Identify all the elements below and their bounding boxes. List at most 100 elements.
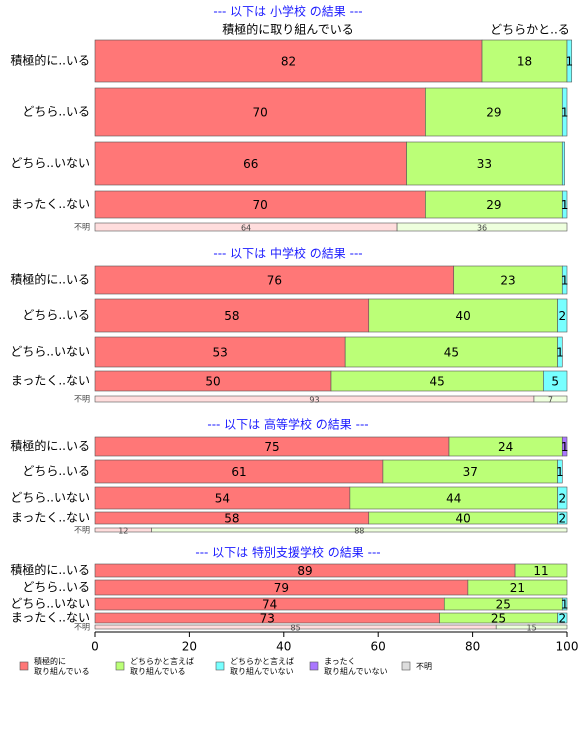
column-header: 積極的に取り組んでいる	[222, 22, 353, 37]
bar-segment	[561, 597, 568, 611]
bar-segment	[557, 511, 568, 525]
bar-segment	[94, 39, 483, 83]
x-tick-label: 20	[182, 640, 197, 654]
value-label: 24	[498, 440, 513, 454]
value-label: 50	[205, 375, 220, 389]
value-label: 89	[297, 564, 312, 578]
value-label: 85	[291, 624, 301, 633]
bar-segment	[467, 579, 568, 596]
bar-segment	[495, 624, 568, 630]
value-label: 79	[274, 581, 289, 595]
value-label: 1	[556, 465, 564, 479]
value-label: 44	[446, 492, 461, 506]
bar-segment	[561, 141, 565, 186]
value-label: 1	[561, 106, 569, 120]
x-tick-label: 60	[371, 640, 386, 654]
bar-segment	[344, 336, 558, 368]
bar-segment	[561, 87, 568, 137]
value-label: 18	[517, 55, 532, 69]
value-label: 23	[500, 274, 515, 288]
value-label: 33	[477, 157, 492, 171]
row-label: 不明	[74, 526, 90, 535]
row-label: 積極的に..いる	[10, 53, 90, 68]
value-label: 1	[561, 440, 569, 454]
bar-segment	[406, 141, 563, 186]
value-label: 64	[241, 224, 251, 233]
bar-segment	[94, 298, 370, 333]
legend-label: 不明	[416, 662, 432, 671]
value-label: 53	[212, 346, 227, 360]
bar-segment	[94, 265, 455, 295]
value-label: 74	[262, 598, 277, 612]
value-label: 61	[231, 465, 246, 479]
x-tick-label: 80	[465, 640, 480, 654]
row-label: どちら..いない	[10, 156, 90, 170]
value-label: 70	[253, 106, 268, 120]
bar-segment	[514, 563, 568, 578]
legend-label: 積極的に取り組んでいる	[34, 656, 90, 676]
panel-title: --- 以下は 中学校 の結果 ---	[213, 246, 362, 261]
value-label: 54	[215, 492, 230, 506]
legend-label: どちらかと言えば取り組んでいる	[130, 656, 194, 676]
bar-segment	[557, 612, 568, 624]
value-label: 36	[477, 224, 487, 233]
value-label: 5	[551, 375, 559, 389]
value-label: 25	[496, 598, 511, 612]
value-label: 11	[533, 564, 548, 578]
row-label: どちら..いない	[10, 597, 90, 611]
value-label: 75	[264, 440, 279, 454]
bar-segment	[425, 190, 563, 219]
value-label: 73	[260, 612, 275, 626]
row-label: どちら..いない	[10, 345, 90, 359]
row-label: 積極的に..いる	[10, 562, 90, 577]
legend-swatch	[115, 661, 125, 671]
bar-segment	[94, 141, 407, 186]
legend-swatch	[19, 661, 29, 671]
value-label: 1	[561, 598, 569, 612]
row-label: まったく..ない	[11, 197, 90, 211]
bar-segment	[396, 222, 568, 232]
bar-segment	[561, 190, 568, 219]
row-label: 不明	[74, 223, 90, 232]
bar-segment	[557, 486, 568, 510]
legend-swatch	[215, 661, 225, 671]
row-label: 不明	[74, 395, 90, 404]
legend-swatch	[309, 661, 319, 671]
value-label: 29	[486, 198, 501, 212]
bar-segment	[561, 265, 568, 295]
value-label: 93	[309, 396, 319, 405]
bar-segment	[561, 436, 568, 457]
value-label: 58	[224, 512, 239, 526]
bar-segment	[425, 87, 563, 137]
panel-title: --- 以下は 高等学校 の結果 ---	[207, 417, 368, 432]
row-label: まったく..ない	[11, 611, 90, 625]
value-label: 58	[224, 309, 239, 323]
x-tick-label: 100	[556, 640, 579, 654]
bar-segment	[566, 39, 573, 83]
column-header: どちらかと..る	[490, 23, 570, 37]
value-label: 2	[558, 512, 566, 526]
bar-segment	[557, 298, 568, 333]
bar-segment	[94, 336, 346, 368]
value-label: 29	[486, 106, 501, 120]
bar-segment	[557, 459, 563, 484]
value-label: 45	[444, 346, 459, 360]
value-label: 37	[463, 465, 478, 479]
bar-segment	[453, 265, 563, 295]
row-label: まったく..ない	[11, 374, 90, 388]
value-label: 88	[354, 527, 364, 536]
value-label: 25	[491, 612, 506, 626]
row-label: 不明	[74, 623, 90, 632]
value-label: 82	[281, 55, 296, 69]
value-label: 1	[566, 55, 574, 69]
row-label: 積極的に..いる	[10, 272, 90, 287]
panel-title: --- 以下は 小学校 の結果 ---	[213, 4, 362, 19]
legend-label: どちらかと言えば取り組んでいない	[230, 656, 294, 676]
row-label: どちら..いない	[10, 491, 90, 505]
value-label: 2	[558, 309, 566, 323]
row-label: どちら..いる	[22, 464, 90, 478]
value-label: 15	[527, 624, 537, 633]
x-tick-label: 40	[276, 640, 291, 654]
value-label: 12	[118, 527, 128, 536]
row-label: どちら..いる	[22, 105, 90, 119]
